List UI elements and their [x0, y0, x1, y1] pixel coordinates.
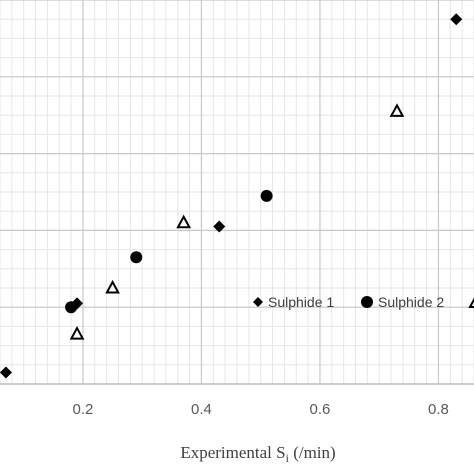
data-point-series-2 — [260, 189, 273, 202]
x-tick-label: 0.8 — [428, 401, 449, 418]
x-axis-label-unit: (/min) — [289, 443, 336, 462]
x-axis-label: Experimental Si (/min) — [180, 443, 335, 465]
x-tick-label: 0.6 — [310, 401, 331, 418]
legend: Sulphide 1 Sulphide 2 — [253, 294, 474, 310]
data-point-series-3 — [176, 214, 192, 229]
data-point-series-1 — [450, 13, 463, 26]
x-axis-label-main: Experimental S — [180, 443, 285, 462]
x-tick-label: 0.4 — [191, 401, 212, 418]
data-point-series-2 — [65, 301, 78, 314]
data-point-series-1 — [0, 366, 12, 379]
data-point-series-2 — [130, 251, 143, 264]
legend-marker-series-3 — [468, 297, 474, 308]
x-axis-tick-labels: 0.2 0.4 0.6 0.8 — [73, 401, 449, 418]
data-point-series-1 — [213, 220, 226, 233]
legend-marker-sulphide-1 — [253, 297, 263, 307]
x-axis-label-subscript: i — [286, 451, 290, 465]
legend-label-sulphide-2: Sulphide 2 — [378, 294, 444, 310]
data-point-series-3 — [389, 103, 405, 117]
data-point-series-3 — [105, 279, 120, 294]
data-points — [0, 13, 463, 379]
minor-gridlines — [0, 0, 474, 385]
legend-marker-sulphide-2 — [361, 296, 373, 308]
legend-label-sulphide-1: Sulphide 1 — [268, 294, 334, 310]
data-point-series-3 — [69, 325, 85, 340]
x-tick-label: 0.2 — [73, 401, 94, 418]
